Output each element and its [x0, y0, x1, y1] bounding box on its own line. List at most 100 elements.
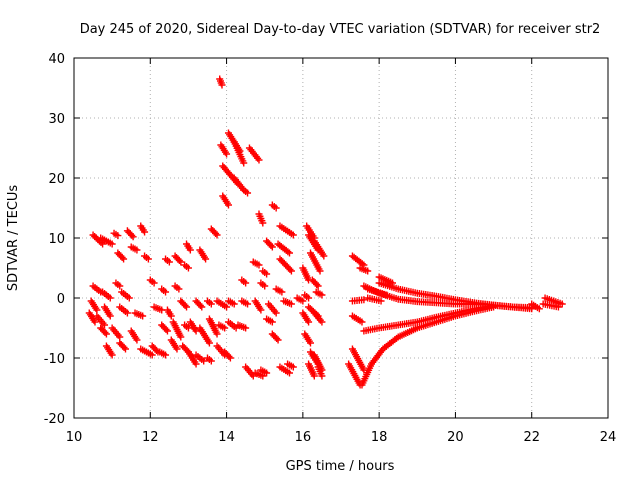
data-point	[175, 285, 183, 293]
data-point	[108, 351, 116, 359]
data-point	[183, 303, 191, 311]
data-point	[121, 345, 129, 353]
data-point	[106, 312, 114, 320]
data-point	[198, 303, 206, 311]
x-tick-label: 16	[295, 430, 312, 445]
data-point	[93, 306, 101, 314]
data-point	[184, 264, 192, 272]
data-point	[212, 230, 220, 237]
y-tick-label: 20	[48, 172, 65, 187]
data-point	[259, 219, 267, 227]
x-tick-label: 20	[447, 430, 464, 445]
data-point	[181, 302, 189, 309]
data-point	[152, 347, 160, 354]
data-point	[205, 339, 213, 347]
data-point	[242, 279, 250, 287]
data-point	[114, 232, 122, 240]
y-tick-label: 10	[48, 232, 65, 247]
data-point	[255, 156, 263, 164]
data-point	[224, 201, 232, 209]
data-point	[255, 261, 263, 269]
data-point	[91, 318, 99, 326]
data-point	[108, 240, 116, 248]
data-point	[133, 246, 141, 254]
y-tick-label: 0	[57, 292, 65, 307]
data-point	[313, 281, 321, 288]
grid-lines	[74, 58, 608, 418]
data-point	[306, 339, 314, 347]
data-point	[141, 228, 149, 236]
data-point	[230, 300, 238, 308]
data-point	[186, 246, 194, 254]
data-point	[287, 267, 295, 275]
data-point	[213, 330, 221, 338]
data-point	[202, 255, 210, 263]
data-point	[192, 360, 200, 368]
data-point	[116, 333, 124, 341]
data-point	[177, 333, 185, 341]
y-tick-label: 30	[48, 112, 65, 127]
axis-ticks: 10 12 14 16 18 20 22 24 -20 -10 0 10 20 30 40	[44, 52, 617, 445]
data-point	[318, 318, 326, 326]
data-point	[120, 344, 128, 351]
x-tick-label: 14	[218, 430, 235, 445]
x-tick-label: 18	[371, 430, 388, 445]
data-point	[175, 257, 183, 264]
data-point	[118, 254, 126, 261]
data-point	[316, 267, 324, 275]
data-point	[535, 305, 543, 313]
data-point	[364, 267, 372, 275]
data-point	[213, 231, 221, 239]
data-point	[129, 233, 137, 241]
data-point	[286, 266, 294, 273]
data-point	[162, 288, 170, 296]
data-point	[223, 303, 231, 311]
data-point	[177, 258, 185, 266]
data-point	[165, 258, 173, 266]
data-point	[221, 324, 229, 332]
data-point	[196, 302, 204, 309]
data-point	[125, 294, 133, 302]
data-point	[274, 336, 282, 344]
data-point	[101, 329, 109, 336]
data-point	[192, 327, 200, 335]
data-point	[299, 297, 307, 305]
y-tick-label: -20	[44, 412, 65, 427]
data-point	[128, 231, 136, 239]
data-point	[360, 296, 368, 304]
data-point	[223, 150, 231, 158]
data-point	[150, 279, 158, 287]
x-tick-label: 22	[523, 430, 540, 445]
data-point	[226, 354, 234, 362]
chart-title: Day 245 of 2020, Sidereal Day-to-day VTE…	[80, 22, 601, 37]
data-points	[85, 75, 566, 389]
data-point	[263, 270, 271, 278]
data-point	[314, 282, 322, 290]
data-point	[377, 297, 385, 305]
data-point	[278, 288, 286, 296]
y-axis-label: SDTVAR / TECUs	[6, 185, 21, 292]
data-point	[358, 318, 366, 326]
data-point	[244, 189, 252, 197]
data-point	[286, 249, 294, 257]
data-point	[305, 318, 313, 326]
data-point	[272, 204, 280, 212]
data-point	[318, 291, 326, 299]
y-tick-label: 40	[48, 52, 65, 67]
data-point	[554, 303, 562, 311]
data-point	[558, 300, 566, 308]
data-point	[268, 243, 276, 251]
data-point	[287, 300, 295, 308]
data-point	[286, 369, 294, 377]
data-point	[133, 336, 141, 344]
data-point	[102, 330, 110, 338]
data-point	[101, 321, 109, 329]
data-point	[207, 300, 215, 308]
data-point	[120, 255, 128, 263]
data-point	[173, 345, 181, 353]
data-point	[320, 252, 328, 260]
data-point	[318, 372, 326, 380]
data-point	[225, 353, 233, 360]
data-point	[163, 327, 171, 335]
x-tick-label: 24	[600, 430, 617, 445]
